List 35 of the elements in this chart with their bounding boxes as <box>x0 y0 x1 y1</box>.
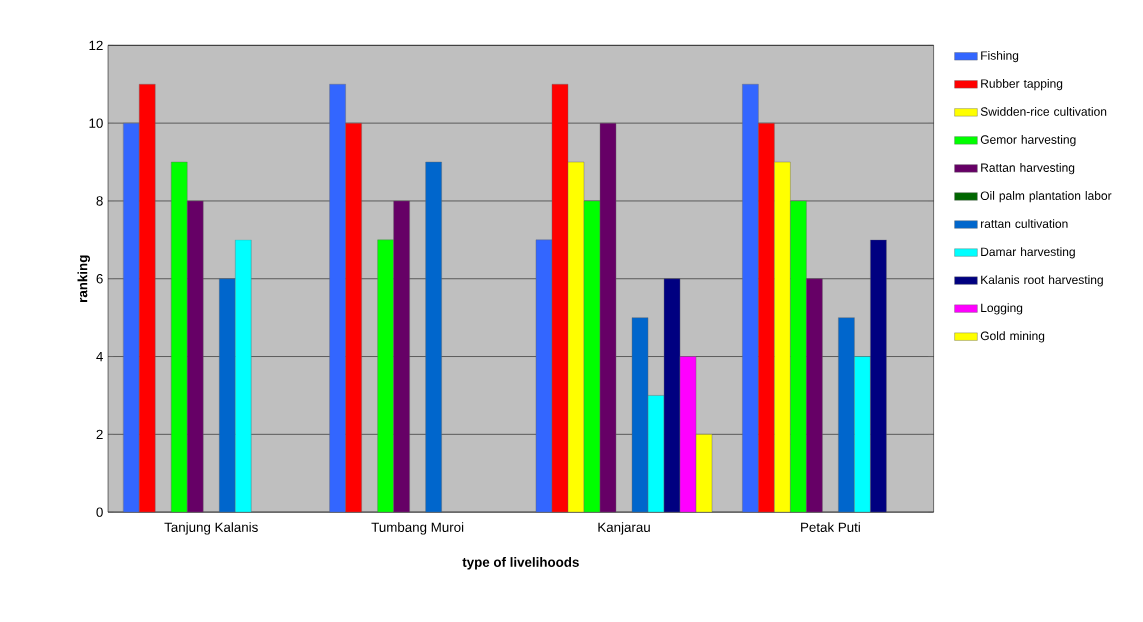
legend-label: Fishing <box>981 51 1019 63</box>
y-tick-label: 10 <box>89 118 103 129</box>
y-axis-title: ranking <box>77 255 91 303</box>
y-tick-label: 6 <box>96 274 103 284</box>
legend-label: Oil palm plantation labor <box>980 191 1112 203</box>
legend-label: rattan cultivation <box>981 219 1068 229</box>
legend-label: Kalanis root harvesting <box>981 275 1103 287</box>
legend-label: Logging <box>981 303 1023 315</box>
y-tick-label: 4 <box>96 352 103 362</box>
bar <box>171 162 188 513</box>
bar <box>377 239 394 513</box>
legend-label: Rubber tapping <box>981 79 1063 91</box>
legend-label: Swidden-rice cultivation <box>980 107 1107 117</box>
bar <box>742 84 759 513</box>
bar <box>329 84 346 513</box>
bar <box>838 317 855 513</box>
legend-label: Gemor harvesting <box>980 135 1076 147</box>
x-tick-label: Tanjung Kalanis <box>164 522 258 535</box>
y-tick-label: 0 <box>96 507 103 518</box>
bar <box>774 162 791 513</box>
x-tick-label: Tumbang Muroi <box>371 522 464 535</box>
x-tick-label: Petak Puti <box>801 522 860 533</box>
legend-label: Gold mining <box>980 331 1045 343</box>
x-axis-title: type of livelihoods <box>462 557 579 570</box>
legend-label: Rattan harvesting <box>981 163 1075 175</box>
legend-label: Damar harvesting <box>981 247 1075 259</box>
x-tick-label: Kanjarau <box>598 522 650 535</box>
y-tick-label: 12 <box>89 40 103 51</box>
bar <box>219 278 236 513</box>
y-tick-label: 2 <box>96 429 103 440</box>
bar <box>425 162 442 513</box>
bar <box>123 123 140 513</box>
y-tick-label: 8 <box>96 196 103 206</box>
bar <box>790 200 807 513</box>
bar <box>870 239 887 513</box>
